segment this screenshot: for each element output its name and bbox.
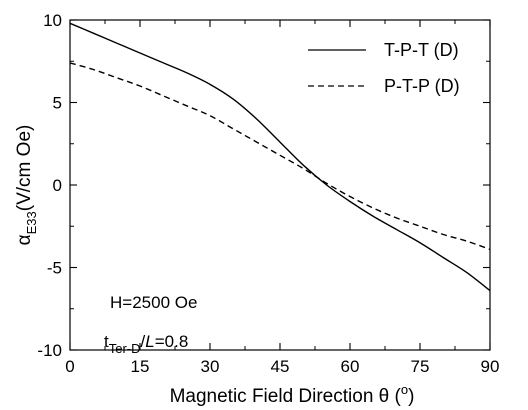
x-tick-label: 0 <box>65 357 74 376</box>
x-tick-label: 30 <box>201 357 220 376</box>
y-axis-title: αE33(V/cm Oe) <box>14 125 39 246</box>
x-tick-label: 90 <box>481 357 500 376</box>
annotation-field: H=2500 Oe <box>110 293 197 312</box>
y-axis-title-units: (V/cm Oe) <box>14 125 35 212</box>
y-tick-label: -10 <box>37 341 62 360</box>
x-tick-label: 60 <box>341 357 360 376</box>
axis-ticks <box>69 19 491 351</box>
series-line-p-t-p <box>69 62 491 251</box>
annotation-ratio-l: L <box>145 332 154 351</box>
x-axis-title: Magnetic Field Direction θ (o) <box>170 382 415 407</box>
x-axis-title-main: Magnetic Field Direction θ ( <box>170 386 402 407</box>
x-axis-title-sup: o <box>401 382 408 397</box>
annotation-ratio-t: t <box>104 332 109 351</box>
y-tick-label: 5 <box>53 94 62 113</box>
x-axis-title-close: ) <box>408 386 414 407</box>
x-tick-label: 75 <box>411 357 430 376</box>
series-line-t-p-t <box>69 22 491 292</box>
y-axis-title-alpha: α <box>14 234 35 245</box>
y-tick-label: 0 <box>53 176 62 195</box>
y-tick-label: -5 <box>47 259 62 278</box>
legend: T-P-T (D) P-T-P (D) <box>308 40 460 96</box>
annotation-ratio-value: =0.8 <box>155 332 189 351</box>
y-tick-label: 10 <box>43 11 62 30</box>
x-tick-label: 45 <box>271 357 290 376</box>
legend-label-p-t-p: P-T-P (D) <box>384 76 460 96</box>
series-layer <box>69 22 491 292</box>
annotation-ratio-sub: Ter-D <box>109 341 141 356</box>
legend-label-t-p-t: T-P-T (D) <box>384 40 459 60</box>
x-tick-label: 15 <box>131 357 150 376</box>
annotation-ratio: tTer-D/L=0.8 <box>104 332 188 356</box>
y-axis-title-sub: E33 <box>24 211 39 234</box>
annotation-ratio-sep: / <box>141 332 146 351</box>
